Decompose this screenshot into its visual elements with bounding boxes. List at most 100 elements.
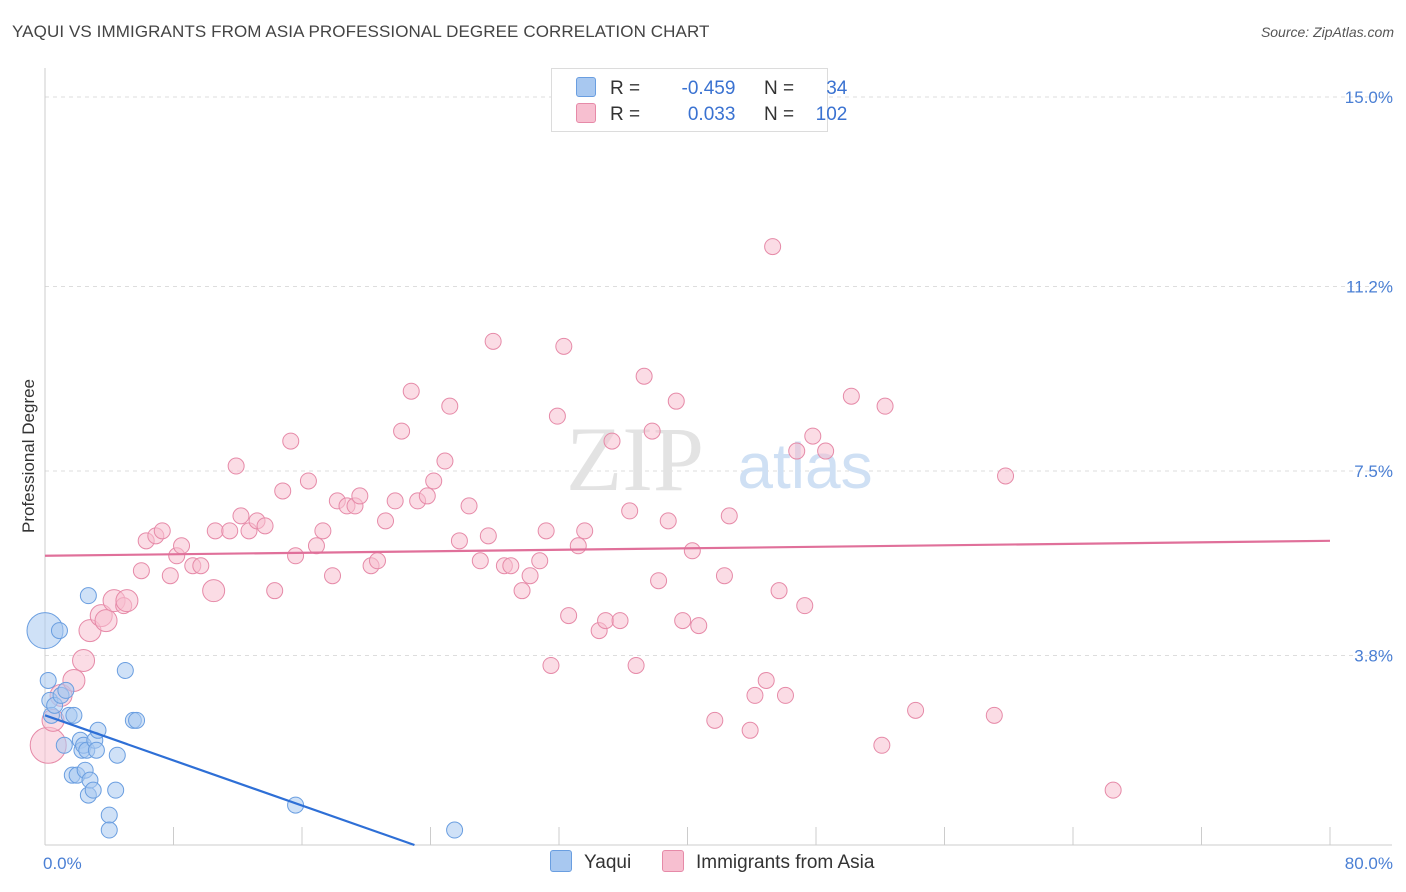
asia-point[interactable] — [720, 507, 738, 525]
yaqui-point[interactable] — [57, 681, 75, 699]
asia-point[interactable] — [817, 442, 835, 460]
yaqui-point[interactable] — [84, 781, 102, 799]
asia-point[interactable] — [876, 397, 894, 415]
asia-point[interactable] — [377, 512, 395, 530]
asia-point[interactable] — [560, 607, 578, 625]
asia-point[interactable] — [531, 552, 549, 570]
watermark: ZIP atlas — [566, 408, 873, 510]
asia-point[interactable] — [555, 337, 573, 355]
asia-point[interactable] — [796, 597, 814, 615]
asia-point[interactable] — [757, 671, 775, 689]
asia-point[interactable] — [307, 537, 325, 555]
yaqui-point[interactable] — [128, 711, 146, 729]
yaqui-point[interactable] — [50, 622, 68, 640]
yaqui-point[interactable] — [87, 741, 105, 759]
asia-point[interactable] — [402, 382, 420, 400]
asia-point[interactable] — [842, 387, 860, 405]
yaqui-point[interactable] — [446, 821, 464, 839]
asia-point[interactable] — [287, 547, 305, 565]
asia-point[interactable] — [368, 552, 386, 570]
asia-point[interactable] — [266, 582, 284, 600]
asia-point[interactable] — [471, 552, 489, 570]
asia-point[interactable] — [227, 457, 245, 475]
asia-point[interactable] — [770, 582, 788, 600]
asia-point[interactable] — [643, 422, 661, 440]
yaqui-trend-line — [44, 714, 415, 847]
asia-point[interactable] — [674, 612, 692, 630]
asia-point[interactable] — [386, 492, 404, 510]
asia-point[interactable] — [667, 392, 685, 410]
asia-point[interactable] — [418, 487, 436, 505]
asia-point[interactable] — [460, 497, 478, 515]
asia-point[interactable] — [351, 487, 369, 505]
asia-point[interactable] — [232, 507, 250, 525]
yaqui-point[interactable] — [65, 706, 83, 724]
asia-point[interactable] — [542, 656, 560, 674]
asia-point[interactable] — [985, 706, 1003, 724]
asia-point[interactable] — [683, 542, 701, 560]
asia-point[interactable] — [690, 617, 708, 635]
asia-point[interactable] — [282, 432, 300, 450]
asia-point[interactable] — [202, 579, 226, 603]
asia-point[interactable] — [94, 609, 118, 633]
asia-point[interactable] — [221, 522, 239, 540]
yaqui-point[interactable] — [107, 781, 125, 799]
asia-point[interactable] — [299, 472, 317, 490]
asia-point[interactable] — [715, 567, 733, 585]
asia-point[interactable] — [621, 502, 639, 520]
asia-point[interactable] — [659, 512, 677, 530]
asia-point[interactable] — [548, 407, 566, 425]
asia-point[interactable] — [597, 612, 615, 630]
asia-point[interactable] — [450, 532, 468, 550]
asia-point[interactable] — [115, 589, 139, 613]
asia-point[interactable] — [425, 472, 443, 490]
yaqui-point[interactable] — [100, 806, 118, 824]
yaqui-point[interactable] — [108, 746, 126, 764]
asia-point[interactable] — [611, 612, 629, 630]
asia-point[interactable] — [256, 517, 274, 535]
asia-point[interactable] — [788, 442, 806, 460]
asia-point[interactable] — [173, 537, 191, 555]
legend-item-asia[interactable]: Immigrants from Asia — [662, 850, 874, 874]
asia-point[interactable] — [741, 721, 759, 739]
asia-point[interactable] — [521, 567, 539, 585]
yaqui-point[interactable] — [116, 661, 134, 679]
asia-point[interactable] — [650, 572, 668, 590]
asia-point[interactable] — [132, 562, 150, 580]
asia-point[interactable] — [192, 557, 210, 575]
yaqui-point[interactable] — [79, 587, 97, 605]
asia-point[interactable] — [635, 367, 653, 385]
asia-point[interactable] — [324, 567, 342, 585]
yaqui-point[interactable] — [39, 671, 57, 689]
yaqui-point[interactable] — [100, 821, 118, 839]
asia-point[interactable] — [804, 427, 822, 445]
asia-point[interactable] — [873, 736, 891, 754]
asia-point[interactable] — [569, 537, 587, 555]
asia-point[interactable] — [706, 711, 724, 729]
asia-point[interactable] — [393, 422, 411, 440]
asia-point[interactable] — [776, 686, 794, 704]
asia-point[interactable] — [997, 467, 1015, 485]
asia-point[interactable] — [537, 522, 555, 540]
asia-point[interactable] — [513, 582, 531, 600]
asia-point[interactable] — [72, 648, 96, 672]
asia-point[interactable] — [484, 332, 502, 350]
asia-point[interactable] — [764, 238, 782, 256]
asia-point[interactable] — [746, 686, 764, 704]
asia-point[interactable] — [441, 397, 459, 415]
yaqui-point[interactable] — [55, 736, 73, 754]
asia-point[interactable] — [907, 701, 925, 719]
asia-point[interactable] — [161, 567, 179, 585]
asia-point[interactable] — [1104, 781, 1122, 799]
asia-point[interactable] — [153, 522, 171, 540]
asia-point[interactable] — [576, 522, 594, 540]
asia-point[interactable] — [502, 557, 520, 575]
legend-item-yaqui[interactable]: Yaqui — [550, 850, 631, 874]
asia-point[interactable] — [603, 432, 621, 450]
asia-point[interactable] — [436, 452, 454, 470]
asia-point[interactable] — [314, 522, 332, 540]
asia-point[interactable] — [627, 656, 645, 674]
asia-point[interactable] — [274, 482, 292, 500]
asia-point[interactable] — [479, 527, 497, 545]
asia-point[interactable] — [206, 522, 224, 540]
